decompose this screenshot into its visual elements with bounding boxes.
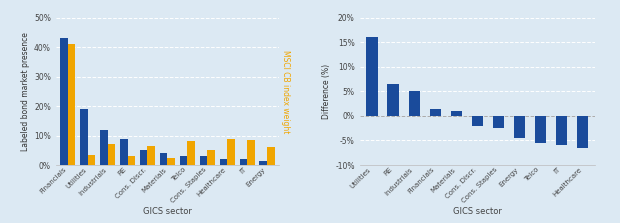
- Bar: [87, 155, 95, 165]
- Y-axis label: Difference (%): Difference (%): [322, 64, 331, 119]
- Bar: [493, 116, 504, 128]
- Bar: [148, 146, 155, 165]
- Bar: [472, 116, 483, 126]
- Bar: [227, 138, 235, 165]
- Bar: [239, 159, 247, 165]
- Bar: [577, 116, 588, 148]
- Bar: [128, 156, 135, 165]
- Bar: [68, 44, 76, 165]
- Bar: [207, 150, 215, 165]
- Y-axis label: MSCI CB index weight: MSCI CB index weight: [281, 50, 290, 133]
- Bar: [556, 116, 567, 145]
- Bar: [140, 150, 148, 165]
- Bar: [451, 111, 462, 116]
- Bar: [108, 145, 115, 165]
- Bar: [366, 37, 378, 116]
- Bar: [388, 84, 399, 116]
- Bar: [247, 140, 255, 165]
- X-axis label: GICS sector: GICS sector: [453, 207, 502, 216]
- Bar: [534, 116, 546, 143]
- Bar: [200, 156, 207, 165]
- Bar: [167, 158, 175, 165]
- Bar: [409, 91, 420, 116]
- X-axis label: GICS sector: GICS sector: [143, 207, 192, 216]
- Bar: [430, 109, 441, 116]
- Bar: [219, 159, 227, 165]
- Bar: [267, 147, 275, 165]
- Bar: [260, 161, 267, 165]
- Bar: [120, 138, 128, 165]
- Bar: [180, 156, 187, 165]
- Bar: [100, 130, 108, 165]
- Bar: [160, 153, 167, 165]
- Bar: [80, 109, 87, 165]
- Bar: [514, 116, 525, 138]
- Bar: [187, 141, 195, 165]
- Bar: [60, 38, 68, 165]
- Y-axis label: Labeled bond market presence: Labeled bond market presence: [21, 32, 30, 151]
